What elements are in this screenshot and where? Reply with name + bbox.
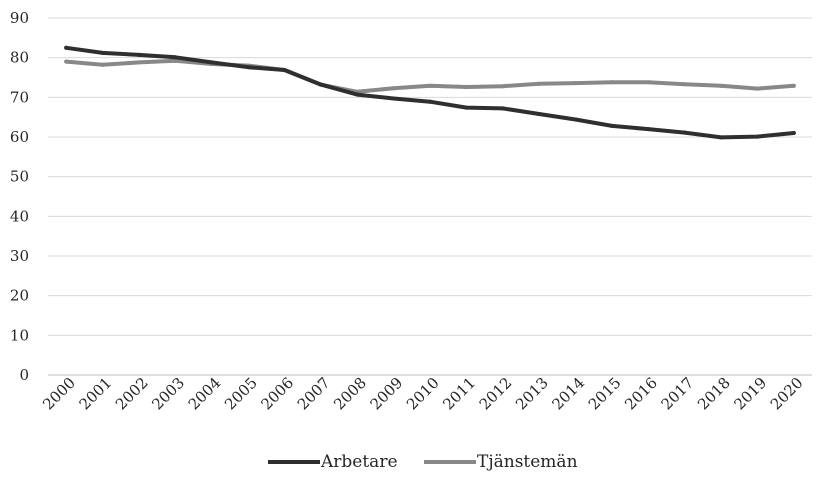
- x-axis: 2000200120022003200420052006200720082009…: [39, 374, 806, 414]
- x-tick-label: 2013: [512, 374, 552, 414]
- x-tick-label: 2001: [76, 374, 116, 414]
- legend-label-tjansteman: Tjänstemän: [477, 452, 578, 472]
- y-tick-label: 20: [10, 287, 29, 305]
- data-point-arbetare: [136, 52, 141, 57]
- x-tick-label: 2018: [694, 374, 734, 414]
- y-tick-label: 40: [10, 207, 29, 225]
- x-tick-label: 2015: [585, 374, 625, 414]
- data-point-arbetare: [573, 117, 578, 122]
- legend-label-arbetare: Arbetare: [320, 452, 398, 472]
- data-point-arbetare: [355, 92, 360, 97]
- data-point-arbetare: [173, 55, 178, 60]
- x-tick-label: 2000: [39, 374, 79, 414]
- y-tick-label: 70: [10, 88, 29, 106]
- data-point-arbetare: [318, 82, 323, 87]
- data-point-arbetare: [209, 60, 214, 65]
- data-point-arbetare: [100, 50, 105, 55]
- data-point-arbetare: [609, 123, 614, 128]
- data-point-tjansteman: [100, 62, 105, 67]
- legend: Arbetare Tjänstemän: [268, 452, 578, 472]
- data-point-arbetare: [64, 45, 69, 50]
- data-point-tjansteman: [719, 83, 724, 88]
- data-point-arbetare: [391, 96, 396, 101]
- data-point-arbetare: [537, 111, 542, 116]
- y-tick-label: 30: [10, 247, 29, 265]
- data-point-tjansteman: [64, 59, 69, 64]
- data-point-arbetare: [246, 65, 251, 70]
- x-tick-label: 2010: [403, 374, 443, 414]
- data-point-tjansteman: [609, 80, 614, 85]
- data-point-arbetare: [719, 135, 724, 140]
- data-point-arbetare: [282, 67, 287, 72]
- data-point-arbetare: [791, 131, 796, 136]
- data-point-tjansteman: [500, 84, 505, 89]
- x-tick-label: 2014: [549, 374, 589, 414]
- data-point-arbetare: [682, 130, 687, 135]
- data-point-tjansteman: [136, 60, 141, 65]
- x-tick-label: 2012: [476, 374, 516, 414]
- gridlines: [48, 17, 812, 376]
- data-point-tjansteman: [682, 82, 687, 87]
- data-point-tjansteman: [173, 58, 178, 63]
- y-tick-label: 50: [10, 168, 29, 186]
- y-tick-label: 0: [19, 366, 29, 384]
- data-point-tjansteman: [537, 81, 542, 86]
- y-tick-label: 90: [10, 9, 29, 27]
- x-tick-label: 2017: [658, 374, 698, 414]
- x-tick-label: 2006: [257, 374, 297, 414]
- y-tick-label: 60: [10, 128, 29, 146]
- x-tick-label: 2019: [730, 374, 770, 414]
- x-tick-label: 2004: [185, 374, 225, 414]
- x-tick-label: 2011: [439, 374, 479, 414]
- x-tick-label: 2016: [621, 374, 661, 414]
- data-point-tjansteman: [573, 81, 578, 86]
- data-point-arbetare: [500, 106, 505, 111]
- x-tick-label: 2003: [148, 374, 188, 414]
- x-tick-label: 2008: [330, 374, 370, 414]
- data-point-tjansteman: [428, 83, 432, 88]
- x-tick-label: 2005: [221, 374, 261, 414]
- data-point-tjansteman: [791, 83, 796, 88]
- x-tick-label: 2009: [367, 374, 407, 414]
- y-axis: 0 10 20 30 40 50 60 70 80 90: [10, 9, 29, 384]
- y-tick-label: 80: [10, 49, 29, 67]
- y-tick-label: 10: [10, 326, 29, 344]
- series-lines: [64, 45, 796, 140]
- data-point-tjansteman: [646, 80, 651, 85]
- x-tick-label: 2002: [112, 374, 152, 414]
- data-point-arbetare: [646, 127, 651, 132]
- x-tick-label: 2007: [294, 374, 334, 414]
- data-point-tjansteman: [391, 86, 396, 91]
- data-point-tjansteman: [464, 85, 469, 90]
- data-point-arbetare: [464, 105, 469, 110]
- x-tick-label: 2020: [767, 374, 807, 414]
- data-point-arbetare: [428, 99, 432, 104]
- data-point-arbetare: [755, 134, 760, 139]
- data-point-tjansteman: [755, 86, 760, 91]
